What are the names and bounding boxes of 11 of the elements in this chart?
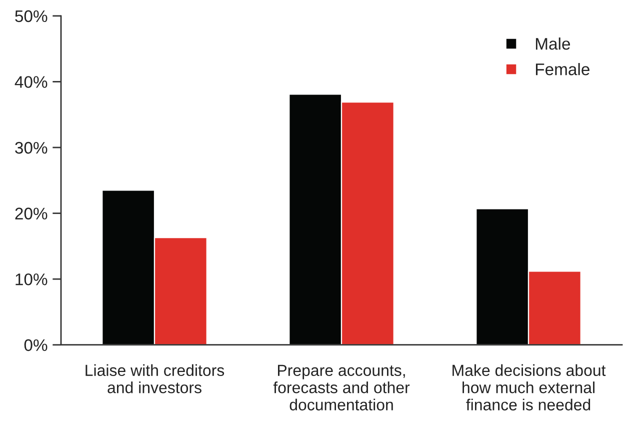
y-tick-label: 50% — [15, 10, 48, 22]
y-tick-label: 10% — [16, 273, 48, 286]
x-tick-label: Prepare accounts, forecasts and other documentation — [273, 364, 410, 410]
y-tick-label: 30% — [15, 142, 48, 154]
y-tick-label: 20% — [15, 208, 48, 220]
x-tick-label: Make decisions about how much external finance is needed — [452, 364, 606, 410]
y-tick-label: 0% — [24, 339, 48, 352]
y-tick-label: 40% — [14, 76, 48, 88]
legend-label: Female — [536, 63, 590, 76]
legend-label: Male — [536, 37, 570, 50]
x-tick-label: Liaise with creditors and investors — [86, 364, 224, 394]
